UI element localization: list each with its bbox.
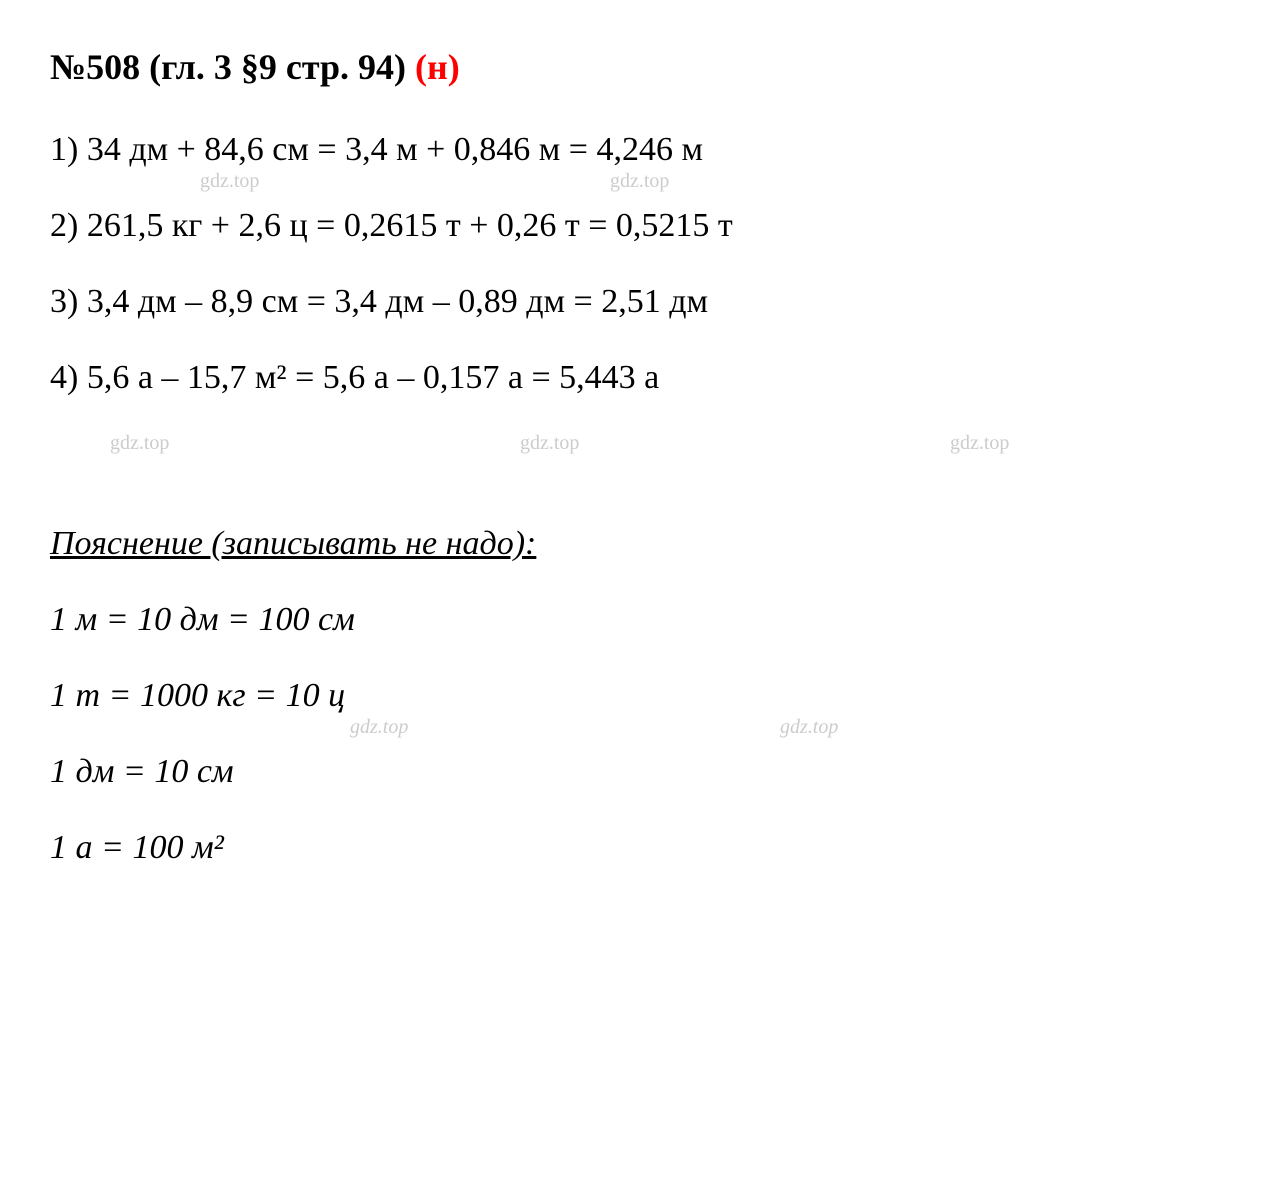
equation-4-text: 4) 5,6 а – 15,7 м² = 5,6 а – 0,157 а = 5…: [50, 359, 659, 396]
equation-2: 2) 261,5 кг + 2,6 ц = 0,2615 т + 0,26 т …: [50, 200, 1226, 251]
explanation-line-2: 1 т = 1000 кг = 10 ц gdz.top gdz.top: [50, 670, 1226, 721]
explanation-4-text: 1 а = 100 м²: [50, 829, 224, 866]
equation-4: 4) 5,6 а – 15,7 м² = 5,6 а – 0,157 а = 5…: [50, 352, 1226, 403]
explanation-2-text: 1 т = 1000 кг = 10 ц: [50, 677, 345, 714]
explanation-3-text: 1 дм = 10 см: [50, 753, 234, 790]
title-red-text: (н): [415, 47, 460, 87]
explanation-line-3: 1 дм = 10 см: [50, 746, 1226, 797]
watermark: gdz.top: [520, 428, 579, 458]
explanation-line-1: 1 м = 10 дм = 100 см: [50, 594, 1226, 645]
equation-2-text: 2) 261,5 кг + 2,6 ц = 0,2615 т + 0,26 т …: [50, 207, 733, 244]
explanation-title: Пояснение (записывать не надо):: [50, 518, 1226, 569]
problem-title: №508 (гл. 3 §9 стр. 94) (н): [50, 40, 1226, 94]
title-black-text: №508 (гл. 3 §9 стр. 94): [50, 47, 415, 87]
watermark: gdz.top: [110, 428, 169, 458]
equation-1-text: 1) 34 дм + 84,6 см = 3,4 м + 0,846 м = 4…: [50, 131, 703, 168]
equation-1: 1) 34 дм + 84,6 см = 3,4 м + 0,846 м = 4…: [50, 124, 1226, 175]
explanation-line-4: 1 а = 100 м²: [50, 822, 1226, 873]
watermark-row: gdz.top gdz.top gdz.top: [50, 428, 1226, 478]
watermark: gdz.top: [780, 712, 838, 742]
equation-3: 3) 3,4 дм – 8,9 см = 3,4 дм – 0,89 дм = …: [50, 276, 1226, 327]
watermark: gdz.top: [200, 166, 259, 196]
watermark: gdz.top: [350, 712, 408, 742]
watermark: gdz.top: [610, 166, 669, 196]
explanation-1-text: 1 м = 10 дм = 100 см: [50, 601, 355, 638]
watermark: gdz.top: [950, 428, 1009, 458]
equation-3-text: 3) 3,4 дм – 8,9 см = 3,4 дм – 0,89 дм = …: [50, 283, 708, 320]
